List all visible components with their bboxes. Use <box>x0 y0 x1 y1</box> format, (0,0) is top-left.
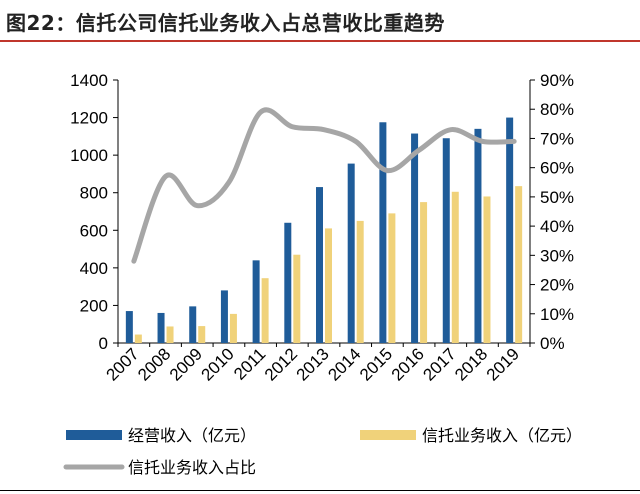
bar-trust-income <box>388 213 396 343</box>
x-tick-label: 2011 <box>230 344 269 383</box>
right-y-tick-label: 60% <box>540 159 574 178</box>
left-y-tick-label: 0 <box>99 334 108 353</box>
bar-operating-income <box>442 138 450 343</box>
left-y-tick-label: 1400 <box>70 71 108 90</box>
bar-trust-income <box>515 186 523 343</box>
right-y-tick-label: 20% <box>540 276 574 295</box>
left-y-tick-label: 800 <box>80 184 108 203</box>
x-tick-label: 2014 <box>324 344 364 384</box>
x-tick-label: 2019 <box>483 344 523 384</box>
x-tick-label: 2012 <box>261 344 301 384</box>
right-y-tick-label: 70% <box>540 129 574 148</box>
bar-operating-income <box>411 133 419 343</box>
left-y-tick-label: 1200 <box>70 109 108 128</box>
x-tick-label: 2017 <box>419 344 459 384</box>
bar-operating-income <box>316 187 323 343</box>
right-y-tick-label: 80% <box>540 100 574 119</box>
bar-operating-income <box>347 163 355 343</box>
bar-trust-income <box>483 196 491 343</box>
right-y-tick-label: 40% <box>540 217 574 236</box>
bar-trust-income <box>198 326 206 343</box>
bar-trust-income <box>166 326 174 343</box>
legend-label-operating-income: 经营收入（亿元） <box>128 426 256 445</box>
bar-trust-income <box>134 334 142 343</box>
legend-label-trust-income: 信托业务收入（亿元） <box>422 426 582 445</box>
bar-operating-income <box>474 128 482 343</box>
left-y-tick-label: 1000 <box>70 146 108 165</box>
right-y-tick-label: 50% <box>540 188 574 207</box>
bar-trust-income <box>229 313 237 343</box>
chart-title-bar: 图22：信托公司信托业务收入占总营收比重趋势 <box>6 4 634 38</box>
legend-label-trust-share: 信托业务收入占比 <box>128 458 256 477</box>
x-tick-label: 2009 <box>166 344 206 384</box>
x-tick-label: 2013 <box>293 344 333 384</box>
bar-operating-income <box>189 306 197 343</box>
bar-operating-income <box>379 122 387 344</box>
x-tick-label: 2018 <box>451 344 491 384</box>
bar-trust-income <box>261 278 269 343</box>
left-y-tick-label: 400 <box>80 259 108 278</box>
bar-trust-income <box>451 191 459 343</box>
title-divider <box>0 40 640 42</box>
x-tick-label: 2015 <box>356 344 396 384</box>
bar-operating-income <box>220 290 228 343</box>
bar-trust-income <box>293 254 301 343</box>
bar-operating-income <box>157 312 165 343</box>
legend-swatch-operating-income <box>66 430 122 440</box>
right-y-tick-label: 90% <box>540 71 574 90</box>
bottom-divider <box>0 490 640 491</box>
bar-operating-income <box>506 117 514 343</box>
bar-operating-income <box>252 260 260 343</box>
left-y-tick-label: 200 <box>80 296 108 315</box>
bar-trust-income <box>356 220 364 343</box>
x-tick-label: 2016 <box>388 344 428 384</box>
bar-trust-income <box>420 202 428 343</box>
bar-operating-income <box>284 222 292 343</box>
right-y-tick-label: 30% <box>540 246 574 265</box>
x-tick-label: 2007 <box>102 344 142 384</box>
chart-title: 图22：信托公司信托业务收入占总营收比重趋势 <box>6 10 445 35</box>
bar-operating-income <box>125 311 133 343</box>
x-tick-label: 2010 <box>198 344 238 384</box>
right-y-tick-label: 0% <box>540 334 565 353</box>
legend-swatch-trust-income <box>360 430 416 440</box>
x-tick-label: 2008 <box>134 344 174 384</box>
right-y-tick-label: 10% <box>540 305 574 324</box>
bar-trust-income <box>325 228 332 343</box>
left-y-tick-label: 600 <box>80 221 108 240</box>
